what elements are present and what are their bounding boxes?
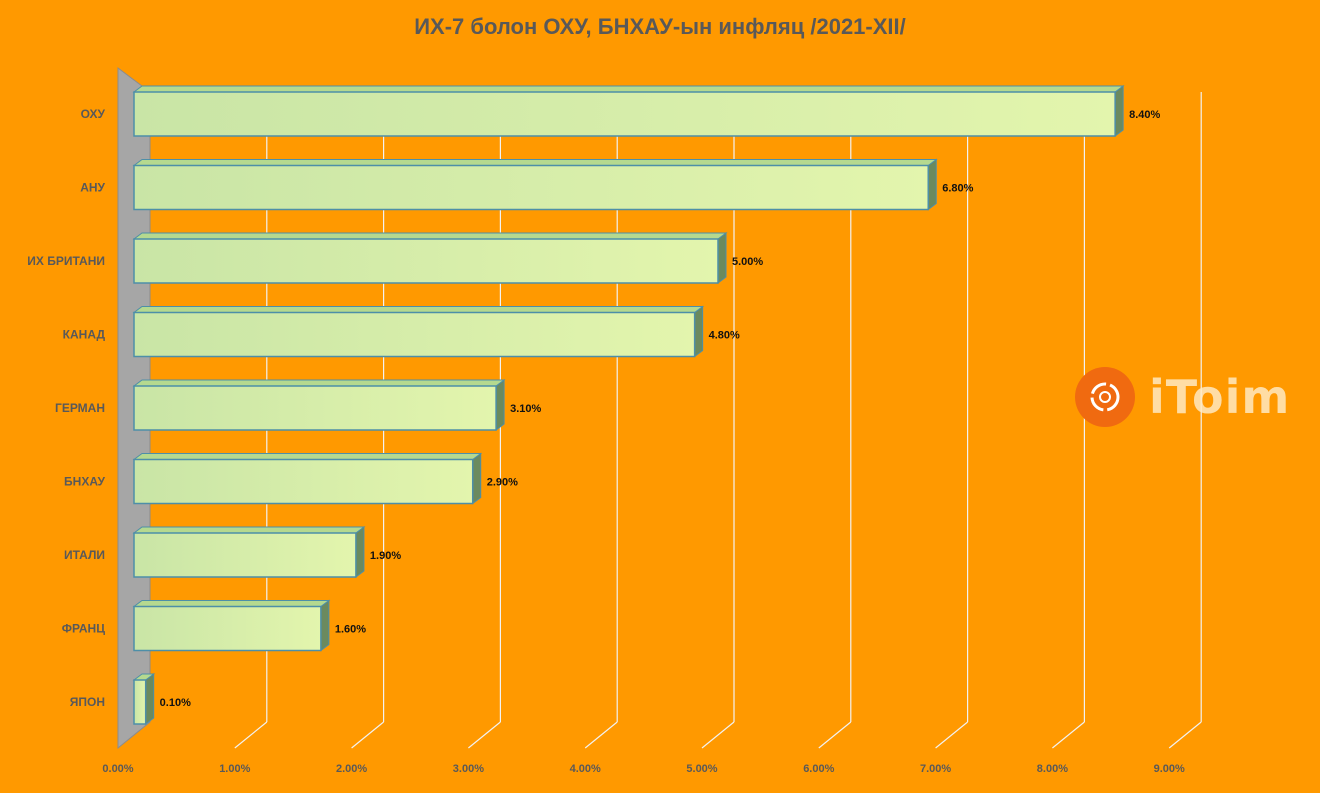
bar-side-face bbox=[694, 305, 704, 358]
watermark-text: iToim bbox=[1149, 370, 1291, 424]
category-label: ФРАНЦ bbox=[62, 622, 106, 636]
category-label: ИТАЛИ bbox=[64, 548, 105, 562]
bar bbox=[132, 599, 331, 652]
gridline-floor bbox=[1168, 721, 1202, 749]
data-label: 3.10% bbox=[510, 403, 541, 415]
data-label: 8.40% bbox=[1129, 109, 1160, 121]
data-label: 6.80% bbox=[942, 183, 973, 195]
bar bbox=[132, 85, 1125, 137]
data-label: 1.60% bbox=[335, 624, 366, 636]
data-label: 2.90% bbox=[487, 477, 518, 489]
gridline-floor bbox=[468, 721, 501, 749]
bar-front-face bbox=[133, 238, 719, 284]
bar-side-face bbox=[145, 673, 155, 725]
data-label: 1.90% bbox=[370, 550, 401, 562]
bar bbox=[132, 526, 366, 578]
bar-top-face bbox=[132, 379, 506, 387]
bar-front-face bbox=[133, 311, 696, 358]
bar-front-face bbox=[133, 385, 497, 431]
bars bbox=[132, 85, 1125, 725]
bar bbox=[132, 305, 705, 358]
x-tick-label: 2.00% bbox=[336, 763, 367, 775]
x-tick-label: 4.00% bbox=[570, 763, 601, 775]
gridline-floor bbox=[818, 721, 852, 749]
bar-top-face bbox=[132, 306, 705, 313]
gridline-floor bbox=[234, 721, 268, 749]
category-label: ОХУ bbox=[81, 107, 106, 121]
bar bbox=[132, 232, 728, 284]
bar-front-face bbox=[133, 164, 929, 211]
bar-top-face bbox=[132, 85, 1125, 93]
x-tick-label: 1.00% bbox=[219, 763, 250, 775]
category-label: КАНАД bbox=[63, 328, 106, 342]
bar-side-face bbox=[1114, 85, 1124, 137]
x-tick-label: 6.00% bbox=[803, 763, 834, 775]
bar-top-face bbox=[132, 453, 483, 460]
bar-side-face bbox=[472, 452, 482, 505]
bar-top-face bbox=[132, 159, 938, 166]
bar bbox=[132, 673, 156, 725]
bar-side-face bbox=[495, 379, 505, 431]
bar-side-face bbox=[320, 599, 330, 652]
x-tick-label: 3.00% bbox=[453, 763, 484, 775]
x-tick-label: 5.00% bbox=[686, 763, 717, 775]
gridline-floor bbox=[351, 721, 384, 749]
x-tick-label: 7.00% bbox=[920, 763, 951, 775]
bar-top-face bbox=[132, 232, 728, 240]
data-label: 4.80% bbox=[709, 330, 740, 342]
gridline-floor bbox=[1052, 721, 1085, 749]
gridline-floor bbox=[935, 721, 968, 749]
x-tick-label: 9.00% bbox=[1154, 763, 1185, 775]
gridline-floor bbox=[584, 721, 618, 749]
bar-top-face bbox=[132, 526, 366, 534]
chart-title: ИХ-7 болон ОХУ, БНХАУ-ын инфляц /2021-XI… bbox=[414, 14, 906, 39]
bar bbox=[132, 379, 506, 431]
bar bbox=[132, 158, 938, 211]
category-label: БНХАУ bbox=[64, 475, 106, 489]
bar-top-face bbox=[132, 600, 331, 607]
bar-front-face bbox=[133, 458, 474, 505]
bar-front-face bbox=[133, 679, 147, 725]
bar-front-face bbox=[133, 532, 357, 578]
bar-side-face bbox=[927, 158, 937, 211]
itoim-logo-icon bbox=[1075, 367, 1135, 427]
category-label: ЯПОН bbox=[70, 695, 105, 709]
bar bbox=[132, 452, 483, 505]
data-label: 5.00% bbox=[732, 256, 763, 268]
bar-side-face bbox=[717, 232, 727, 284]
x-tick-label: 8.00% bbox=[1037, 763, 1068, 775]
gridline-floor bbox=[701, 721, 735, 749]
category-label: ГЕРМАН bbox=[55, 401, 105, 415]
watermark: iToim bbox=[1075, 366, 1290, 428]
category-label: АНУ bbox=[80, 181, 105, 195]
data-label: 0.10% bbox=[160, 697, 191, 709]
category-label: ИХ БРИТАНИ bbox=[27, 254, 105, 268]
x-tick-label: 0.00% bbox=[102, 763, 133, 775]
bar-front-face bbox=[133, 91, 1116, 137]
bar-front-face bbox=[133, 605, 322, 652]
labels: 0.00% 1.00% 2.00% 3.00% 4.00% 5.00% 6.00% 7.00%… bbox=[27, 107, 1185, 775]
bar-side-face bbox=[355, 526, 365, 578]
